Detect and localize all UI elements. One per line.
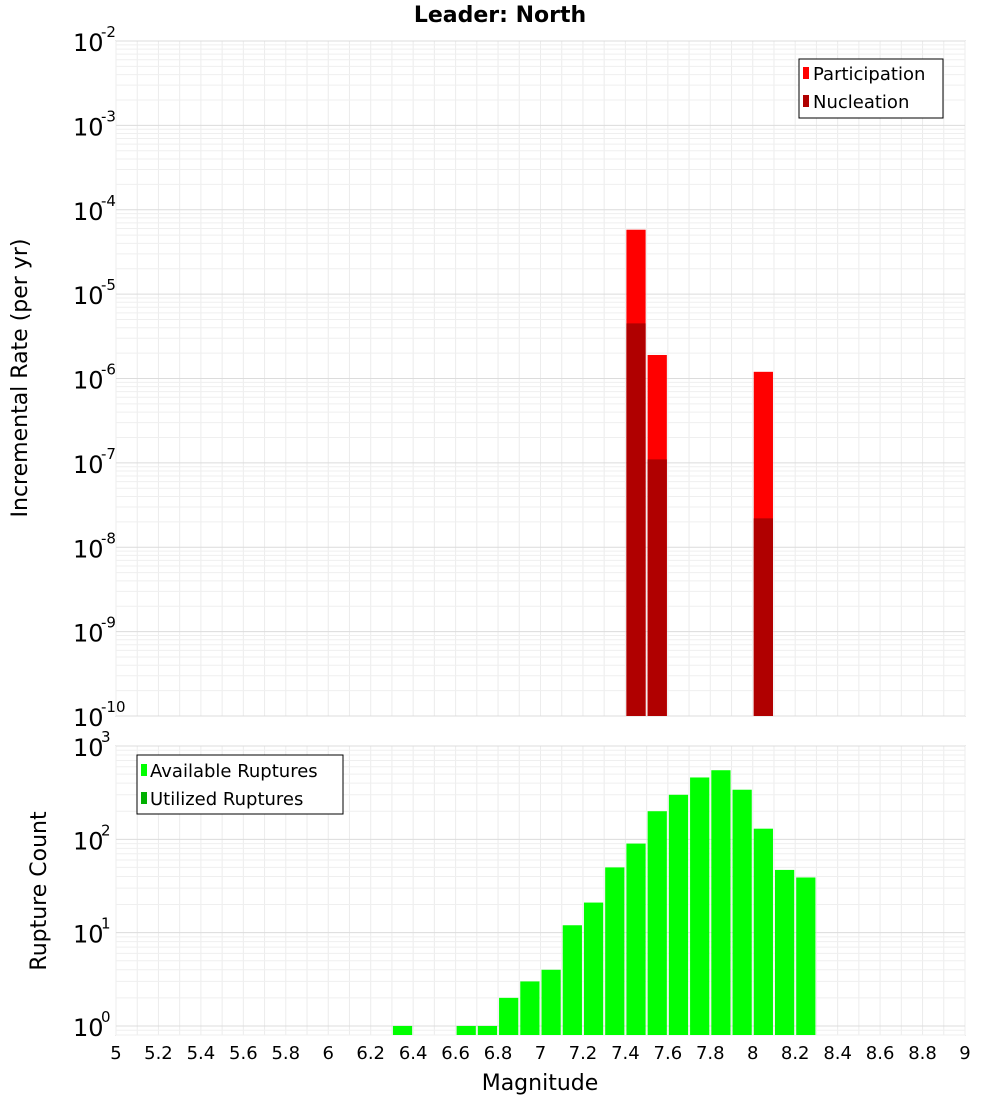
bar-available-ruptures [541,969,561,1035]
x-tick-label: 6.2 [356,1043,385,1064]
x-tick-label: 5.8 [271,1043,300,1064]
y-tick-label: 10 [73,282,104,310]
bottom-legend-box [136,754,344,815]
y-tick-label: 10 [73,198,104,226]
legend-swatch-nucleation [803,95,809,107]
bar-nucleation [753,518,773,716]
y-tick-exponent: 3 [101,728,111,746]
bar-available-ruptures [477,1025,498,1035]
x-tick-label: 7.4 [611,1043,640,1064]
x-tick-label: 7.2 [569,1043,598,1064]
bar-available-ruptures [626,843,646,1035]
legend-swatch-utilized [141,792,147,804]
bar-available-ruptures [711,770,731,1035]
legend-swatch-participation [803,67,809,79]
legend-label-available: Available Ruptures [150,761,318,782]
x-axis-label: Magnitude [482,1071,599,1096]
x-tick-label: 6.8 [484,1043,513,1064]
y-tick-label: 10 [73,29,104,57]
bar-available-ruptures [732,789,752,1035]
x-tick-label: 6 [323,1043,334,1064]
x-tick-labels: 5 5.2 5.4 5.6 5.8 6 6.2 6.4 6.6 6.8 7 7.2 7.4 7.6 7.8 8… [110,1043,970,1064]
top-bars [626,229,773,717]
bar-available-ruptures [562,925,582,1035]
x-tick-label: 7.6 [654,1043,683,1064]
x-tick-label: 6.4 [399,1043,428,1064]
x-tick-label: 8.8 [908,1043,937,1064]
legend-label-nucleation: Nucleation [813,92,909,113]
bar-nucleation [626,323,646,716]
top-legend-box [798,58,944,119]
y-tick-label: 10 [73,113,104,141]
x-tick-label: 9 [959,1043,970,1064]
bar-available-ruptures [647,811,667,1035]
chart-title: Leader: North [414,3,586,28]
y-tick-exponent: 2 [101,821,111,839]
y-tick-exponent: -8 [101,529,116,547]
x-tick-label: 8.2 [781,1043,810,1064]
bottom-y-axis-label: Rupture Count [27,811,52,971]
y-tick-label: 10 [73,827,104,855]
bar-available-ruptures [520,981,540,1035]
y-tick-label: 10 [73,367,104,395]
top-gridlines [115,40,966,717]
y-tick-label: 10 [73,451,104,479]
y-tick-label: 10 [73,921,104,949]
y-tick-label: 10 [73,734,104,762]
x-tick-label: 8 [747,1043,758,1064]
bar-nucleation [647,459,667,716]
y-tick-exponent: -3 [101,107,116,125]
x-tick-label: 7.8 [696,1043,725,1064]
top-y-axis-label: Incremental Rate (per yr) [8,239,33,518]
x-tick-label: 5 [110,1043,121,1064]
y-tick-exponent: -2 [101,23,116,41]
bottom-legend: Available Ruptures Utilized Ruptures [136,754,344,815]
x-tick-label: 5.4 [187,1043,216,1064]
bottom-bars [392,770,816,1035]
y-tick-exponent: -10 [101,698,126,716]
x-tick-label: 7 [535,1043,546,1064]
y-tick-label: 10 [73,620,104,648]
bar-available-ruptures [583,902,604,1035]
x-tick-label: 6.6 [441,1043,470,1064]
bar-available-ruptures [690,777,710,1035]
x-tick-label: 5.2 [144,1043,173,1064]
y-tick-exponent: -6 [101,361,116,379]
y-tick-exponent: -7 [101,445,116,463]
bar-available-ruptures [753,828,773,1035]
bar-available-ruptures [774,869,795,1035]
y-tick-label: 10 [73,704,104,732]
x-tick-label: 5.6 [229,1043,258,1064]
x-tick-label: 8.6 [866,1043,895,1064]
y-tick-exponent: 1 [101,915,111,933]
legend-label-participation: Participation [813,64,925,85]
y-tick-exponent: 0 [101,1008,111,1026]
y-tick-exponent: -5 [101,276,116,294]
bar-available-ruptures [668,794,689,1035]
y-tick-label: 10 [73,535,104,563]
bar-available-ruptures [605,867,625,1035]
bar-available-ruptures [796,877,816,1035]
bar-available-ruptures [499,997,519,1035]
y-tick-exponent: -9 [101,614,116,632]
y-tick-label: 10 [73,1014,104,1042]
x-tick-label: 8.4 [823,1043,852,1064]
y-tick-exponent: -4 [101,192,116,210]
bar-available-ruptures [456,1025,476,1035]
top-legend: Participation Nucleation [798,58,944,119]
bar-available-ruptures [392,1025,413,1035]
legend-label-utilized: Utilized Ruptures [150,789,303,810]
legend-swatch-available [141,764,147,776]
